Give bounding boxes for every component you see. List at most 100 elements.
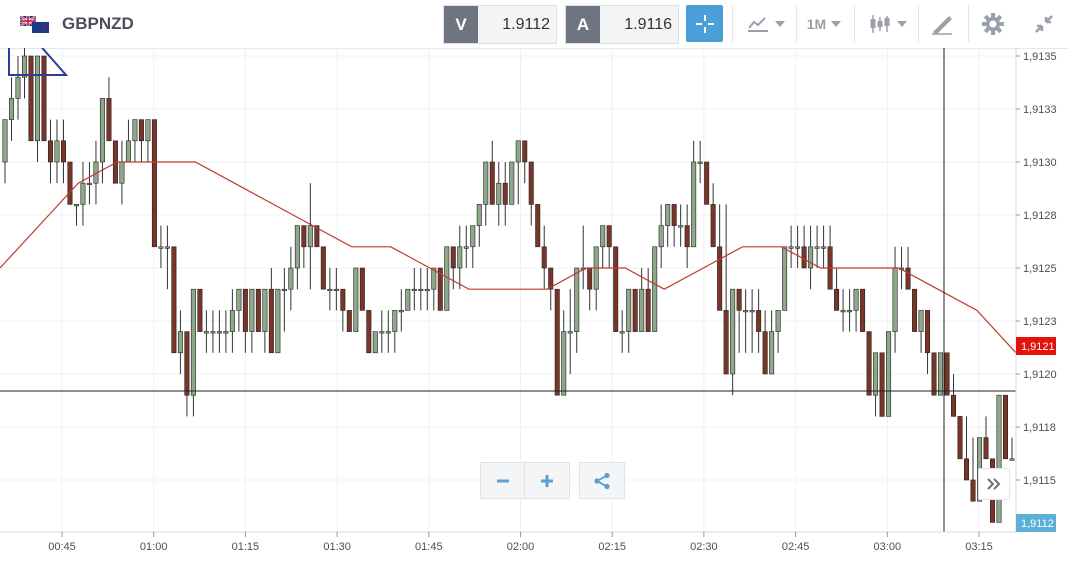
candle [281,268,287,332]
candle-body-bear [756,310,762,332]
candle-body-bull [333,288,339,291]
sell-price-button[interactable]: V 1.9112 [443,5,557,44]
candle-body-bear [912,288,918,332]
candle [210,310,216,353]
scroll-to-latest-button[interactable] [978,468,1010,500]
candle-body-bull [262,288,268,332]
time-tick-label: 01:15 [232,541,260,553]
chart-type-button[interactable] [740,5,790,42]
instrument-symbol[interactable]: GBPNZD [62,14,134,33]
candle-body-bear [28,55,34,142]
timeframe-button[interactable]: 1M [800,5,848,42]
candle-body-bull [515,140,521,163]
candle-body-bull [398,310,404,313]
candle-body-bull [749,310,755,313]
candle [353,267,359,332]
candle [119,140,125,205]
candle-body-bear [944,352,950,396]
candle-body-bull [372,331,378,354]
price-axis: 1,9135 1,9133 1,9130 1,9128 1,9125 1,9123 1,91… [1016,51,1057,487]
candle [684,204,690,268]
candle [314,225,320,248]
candle-body-bull [619,331,625,334]
candle [28,55,34,142]
candle-body-bull [795,246,801,249]
candle-body-bull [34,55,40,142]
candle-body-bull [658,225,664,248]
candle [132,119,138,162]
candle-style-button[interactable] [862,5,912,42]
candle [327,268,333,311]
candle-body-bear [450,246,456,269]
candle [145,119,151,162]
candle [385,310,391,353]
candle [827,225,833,290]
candle [905,246,911,290]
candle [951,374,957,417]
candle [873,352,879,417]
collapse-button[interactable] [1026,5,1062,42]
time-tick-label: 02:30 [690,541,718,553]
candle-body-bull [782,246,788,311]
candle [541,225,547,290]
candle [54,119,60,184]
share-button[interactable] [579,462,625,499]
candle [411,268,417,311]
candle-body-bull [203,331,209,334]
candle-body-bull [385,331,391,334]
crosshair-button[interactable] [686,5,723,42]
candle-body-bear [197,288,203,332]
candle-body-bear [970,479,976,502]
candle [424,268,430,311]
candle-body-bull [99,98,105,163]
candle-body-bear [489,161,495,205]
candle [801,225,807,269]
buy-price-button[interactable]: A 1.9116 [565,5,679,44]
zoom-out-icon [497,479,509,482]
candle-body-bear [554,288,560,396]
candle-body-bull [626,288,632,332]
candle-body-bear [548,267,554,290]
candle-body-bull [54,140,60,163]
candle [561,310,567,396]
candle [704,161,710,205]
candle [346,310,352,332]
price-chart[interactable]: 1,9135 1,9133 1,9130 1,9128 1,9125 1,9123 1,91… [0,48,1068,566]
candle [515,140,521,205]
candle [496,162,502,226]
candle [769,310,775,375]
candle-body-bear [151,119,157,248]
candle [795,225,801,268]
candles-layer [2,48,1015,523]
candle-body-bull [814,246,820,249]
time-tick-label: 00:45 [48,541,76,553]
zoom-in-button[interactable] [524,462,570,499]
time-tick-label: 01:30 [323,541,351,553]
candle [21,48,27,99]
crosshair-icon [695,14,714,33]
candle [398,289,404,332]
candle-body-bear [983,437,989,460]
price-tick-label: 1,9133 [1023,104,1057,116]
candle-body-bear [314,225,320,248]
settings-button[interactable] [975,5,1011,42]
candle [457,225,463,290]
candle [301,225,307,268]
candle [106,77,112,142]
candle-body-bear [762,331,768,375]
time-tick-label: 01:00 [140,541,168,553]
draw-tool-button[interactable] [924,5,960,42]
candle-body-bull [652,246,658,332]
candle-body-bull [457,246,463,269]
candle [320,246,326,290]
candle-body-bull [918,310,924,332]
candle [431,267,437,311]
candle [782,246,788,311]
candle-body-bull [853,288,859,311]
candle [743,289,749,353]
candle [80,162,86,226]
candle-body-bull [873,352,879,396]
candle [359,267,365,311]
zoom-out-button[interactable] [480,462,526,499]
candle-body-bear [1003,394,1009,460]
